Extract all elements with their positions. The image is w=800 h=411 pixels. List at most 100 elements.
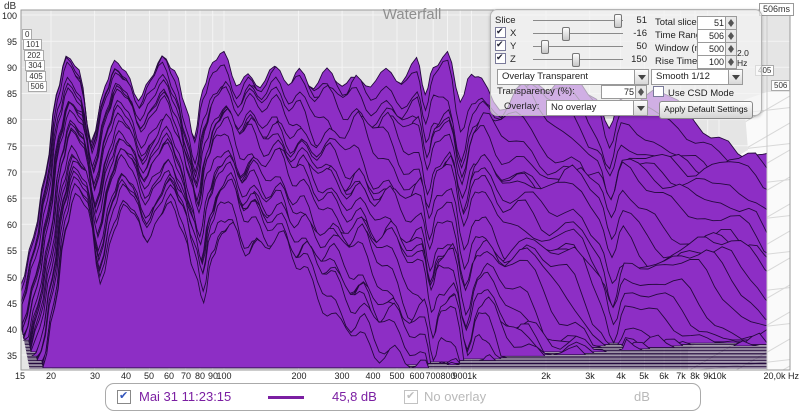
spinner-arrows-icon[interactable]	[635, 86, 646, 98]
slider-row-z: Z 150	[495, 51, 749, 67]
x-axis-checkbox[interactable]	[495, 25, 506, 38]
x-tick-label: 30	[89, 371, 100, 381]
y-axis-unit-label: dB	[4, 1, 17, 12]
x-tick-label: 500	[389, 371, 405, 381]
y-axis-checkbox[interactable]	[495, 38, 506, 51]
spinner-row: Rise Time (ms): 100	[655, 55, 755, 69]
x-tick-label: 80	[194, 371, 205, 381]
csd-mode-label: Use CSD Mode	[668, 88, 734, 99]
spinner-label: Rise Time (ms):	[655, 56, 722, 67]
smoothing-dropdown[interactable]: Smooth 1/12	[651, 69, 743, 85]
x-tick-label: 800	[440, 371, 456, 381]
chevron-down-icon[interactable]	[634, 70, 648, 84]
time-axis-label: 304	[25, 60, 45, 72]
spinner-label: Window (ms):	[655, 43, 714, 54]
resolution-readout: 2.0 Hz	[737, 48, 749, 68]
y-tick-label: 60	[6, 220, 17, 230]
x-tick-label: 700	[425, 371, 441, 381]
apply-default-settings-button[interactable]: Apply Default Settings	[659, 101, 753, 119]
spinner-arrows-icon[interactable]	[725, 17, 736, 29]
transparency-value: 75	[623, 87, 634, 97]
x-tick-label: 15	[14, 371, 25, 381]
spinner-value: 51	[713, 18, 724, 28]
slider-handle[interactable]	[572, 53, 580, 67]
x-tick-label: 5k	[639, 371, 649, 381]
slider-value: 50	[636, 41, 647, 52]
overlay-label: Overlay:	[504, 101, 540, 112]
y-tick-label: 100	[1, 11, 17, 21]
y-tick-label: 85	[6, 89, 17, 99]
cursor-level-value: 45,8 dB	[332, 389, 377, 404]
spinner-row: Time Range (ms): 506	[655, 29, 755, 43]
slider-label: Slice	[495, 15, 516, 26]
slider-handle[interactable]	[541, 40, 549, 54]
x-tick-label: 4k	[616, 371, 626, 381]
overlay-value: No overlay	[551, 102, 597, 113]
x-tick-label: 7k	[676, 371, 686, 381]
chevron-down-icon[interactable]	[728, 70, 742, 84]
time-axis-label: 405	[26, 70, 46, 82]
time-axis-label: 202	[24, 49, 44, 61]
x-tick-label: 9k	[703, 371, 713, 381]
slice-slider[interactable]	[533, 14, 623, 28]
y-tick-label: 55	[6, 246, 17, 256]
slider-label: X	[510, 28, 517, 39]
x-tick-label: 20	[45, 371, 56, 381]
chevron-down-icon[interactable]	[633, 101, 647, 115]
y-tick-label: 70	[6, 168, 17, 178]
y-tick-label: 35	[6, 351, 17, 361]
spinner-field[interactable]: 100	[697, 55, 737, 69]
y-tick-label: 90	[6, 63, 17, 73]
overlay-checkbox[interactable]	[404, 389, 418, 404]
spinner-label: Time Range (ms):	[655, 30, 731, 41]
x-tick-label: 2k	[541, 371, 551, 381]
x-tick-label: 400	[365, 371, 381, 381]
transparency-spinner[interactable]: 75	[601, 85, 647, 99]
trace-color-swatch	[268, 396, 304, 399]
z-slider[interactable]	[533, 53, 623, 67]
spinner-arrows-icon[interactable]	[725, 43, 736, 55]
transparency-label: Transparency (%):	[497, 86, 575, 97]
spinner-label: Total slices:	[655, 17, 705, 28]
slider-value: 150	[631, 54, 647, 65]
x-tick-label: 40	[120, 371, 131, 381]
y-tick-label: 80	[6, 116, 17, 126]
time-axis-label: 506	[27, 81, 47, 92]
overlay-dropdown[interactable]: No overlay	[546, 100, 648, 116]
x-tick-label: 6k	[659, 371, 669, 381]
overlay-mode-dropdown[interactable]: Overlay Transparent	[497, 69, 649, 85]
spinner-field[interactable]: 500	[697, 42, 737, 56]
spinner-value: 506	[708, 31, 724, 41]
x-tick-label: 600	[409, 371, 425, 381]
slider-row-y: Y 50	[495, 38, 749, 54]
smoothing-value: Smooth 1/12	[656, 71, 710, 82]
spinner-field[interactable]: 51	[697, 16, 737, 30]
spinner-value: 100	[708, 57, 724, 67]
y-tick-label: 45	[6, 299, 17, 309]
overlay-mode-value: Overlay Transparent	[502, 71, 589, 82]
csd-mode-row[interactable]: Use CSD Mode	[653, 86, 734, 99]
csd-mode-checkbox[interactable]	[653, 86, 664, 97]
x-tick-label: 10k	[711, 371, 727, 381]
slider-label: Z	[510, 54, 516, 65]
spinner-value: 500	[708, 44, 724, 54]
slider-handle[interactable]	[562, 27, 570, 41]
spinner-field[interactable]: 506	[697, 29, 737, 43]
slider-handle[interactable]	[614, 14, 622, 28]
measurement-checkbox[interactable]	[117, 389, 131, 404]
z-axis-checkbox[interactable]	[495, 51, 506, 64]
y-tick-label: 75	[6, 142, 17, 152]
y-tick-label: 65	[6, 194, 17, 204]
spinner-arrows-icon[interactable]	[725, 30, 736, 42]
x-tick-label: 200	[291, 371, 307, 381]
overlay-unit: dB	[634, 389, 650, 404]
spinner-arrows-icon[interactable]	[725, 56, 736, 68]
y-slider[interactable]	[533, 40, 623, 54]
x-tick-label: 90	[207, 371, 218, 381]
x-slider[interactable]	[533, 27, 623, 41]
overlay-name: No overlay	[424, 389, 487, 404]
slider-value: -16	[633, 28, 647, 39]
y-tick-label: 40	[6, 325, 17, 335]
